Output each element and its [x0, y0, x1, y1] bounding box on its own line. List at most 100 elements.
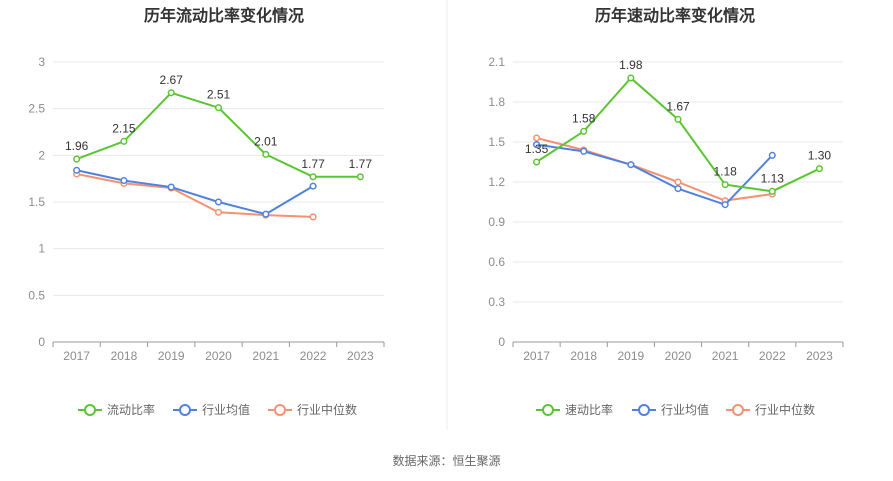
legend-item[interactable]: 行业中位数 [268, 402, 357, 417]
legend-label: 流动比率 [107, 402, 155, 417]
y-tick-label: 0 [498, 335, 505, 349]
data-label: 1.35 [525, 142, 549, 156]
data-label: 1.30 [808, 149, 832, 163]
data-point[interactable] [214, 198, 223, 206]
legend-item[interactable]: 速动比率 [536, 402, 613, 417]
y-tick-label: 2.5 [28, 102, 45, 116]
data-point[interactable] [73, 155, 81, 163]
legend-swatch-marker [179, 404, 191, 416]
data-point[interactable] [815, 165, 823, 173]
series-line [76, 169, 314, 216]
chart-legend: 流动比率 行业均值 行业中位数 [78, 402, 357, 417]
data-point[interactable] [674, 185, 682, 193]
x-tick-label: 2023 [806, 349, 833, 363]
data-label: 1.96 [65, 139, 89, 153]
legend-item[interactable]: 流动比率 [78, 402, 155, 417]
data-point[interactable] [73, 166, 81, 174]
legend-swatch-marker [732, 404, 744, 416]
y-tick-label: 1.2 [488, 175, 505, 189]
y-tick-label: 0.6 [488, 255, 505, 269]
data-point[interactable] [721, 201, 729, 209]
y-tick-label: 0 [38, 335, 45, 349]
data-point[interactable] [356, 173, 364, 181]
data-label: 1.77 [349, 157, 373, 171]
data-point[interactable] [768, 151, 776, 159]
chart-title: 历年速动比率变化情况 [595, 6, 755, 25]
data-point[interactable] [214, 104, 223, 112]
data-point[interactable] [262, 150, 270, 158]
y-tick-label: 2 [38, 148, 45, 162]
data-point[interactable] [580, 147, 588, 155]
x-tick-label: 2020 [205, 349, 232, 363]
series-line [536, 137, 773, 202]
legend-label: 速动比率 [565, 402, 613, 417]
data-point[interactable] [768, 187, 776, 195]
data-label: 1.98 [619, 58, 643, 72]
data-point[interactable] [262, 210, 270, 218]
x-tick-label: 2022 [300, 349, 327, 363]
chart-title: 历年流动比率变化情况 [144, 6, 304, 25]
quick-ratio-chart: 历年速动比率变化情况 0 0.3 0.6 0.9 1.2 1.5 1.8 2.1 2017 201… [488, 6, 844, 417]
legend-label: 行业均值 [202, 402, 250, 417]
data-point[interactable] [167, 183, 175, 191]
data-point[interactable] [214, 208, 223, 216]
data-point[interactable] [309, 213, 317, 221]
data-label: 1.58 [572, 111, 596, 125]
data-label: 1.13 [761, 171, 785, 185]
y-tick-label: 0.5 [28, 288, 45, 302]
data-point[interactable] [533, 141, 541, 149]
legend-swatch-marker [84, 404, 96, 416]
data-point[interactable] [533, 134, 541, 142]
data-point[interactable] [120, 137, 128, 145]
current-ratio-chart: 历年流动比率变化情况 0 0.5 1 1.5 2 2.5 3 2017 2018 2019 2020… [28, 6, 385, 417]
y-tick-label: 3 [38, 55, 45, 69]
series-line [76, 173, 314, 218]
data-label: 1.67 [666, 99, 690, 113]
x-tick-label: 2020 [665, 349, 692, 363]
legend-item[interactable]: 行业中位数 [726, 402, 815, 417]
legend-label: 行业均值 [661, 402, 709, 417]
x-tick-label: 2021 [252, 349, 279, 363]
data-source-note: 数据来源：恒生聚源 [392, 454, 501, 468]
y-tick-label: 0.3 [488, 295, 505, 309]
data-point[interactable] [721, 181, 729, 189]
x-tick-label: 2017 [523, 349, 550, 363]
data-label: 1.18 [713, 165, 737, 179]
data-point[interactable] [120, 176, 128, 185]
series-line [536, 143, 774, 206]
data-label: 2.67 [160, 73, 184, 87]
data-label: 2.01 [254, 134, 278, 148]
data-point[interactable] [309, 182, 317, 190]
legend-label: 行业中位数 [755, 402, 815, 417]
y-tick-label: 1.5 [28, 195, 45, 209]
legend-swatch-marker [274, 404, 286, 416]
x-tick-label: 2021 [712, 349, 739, 363]
x-tick-label: 2019 [158, 349, 185, 363]
data-point[interactable] [674, 115, 682, 123]
data-point[interactable] [627, 161, 635, 169]
y-tick-label: 2.1 [488, 55, 505, 69]
y-tick-label: 1.8 [488, 95, 505, 109]
legend-item[interactable]: 行业均值 [173, 402, 250, 417]
x-tick-label: 2018 [570, 349, 597, 363]
x-tick-label: 2019 [618, 349, 645, 363]
data-point[interactable] [533, 158, 541, 166]
data-label: 2.15 [112, 121, 136, 135]
legend-item[interactable]: 行业均值 [632, 402, 709, 417]
data-point[interactable] [580, 127, 588, 135]
data-point[interactable] [309, 173, 317, 181]
data-point[interactable] [167, 89, 175, 97]
x-tick-label: 2017 [63, 349, 90, 363]
data-label: 2.51 [207, 88, 231, 102]
data-label: 1.77 [301, 157, 325, 171]
y-tick-label: 1.5 [488, 135, 505, 149]
data-point[interactable] [627, 74, 635, 82]
legend-label: 行业中位数 [297, 402, 357, 417]
chart-legend: 速动比率 行业均值 行业中位数 [536, 402, 815, 417]
x-tick-label: 2023 [347, 349, 374, 363]
x-tick-label: 2022 [759, 349, 786, 363]
data-point[interactable] [674, 178, 682, 186]
x-tick-label: 2018 [111, 349, 138, 363]
y-tick-label: 1 [38, 242, 45, 256]
